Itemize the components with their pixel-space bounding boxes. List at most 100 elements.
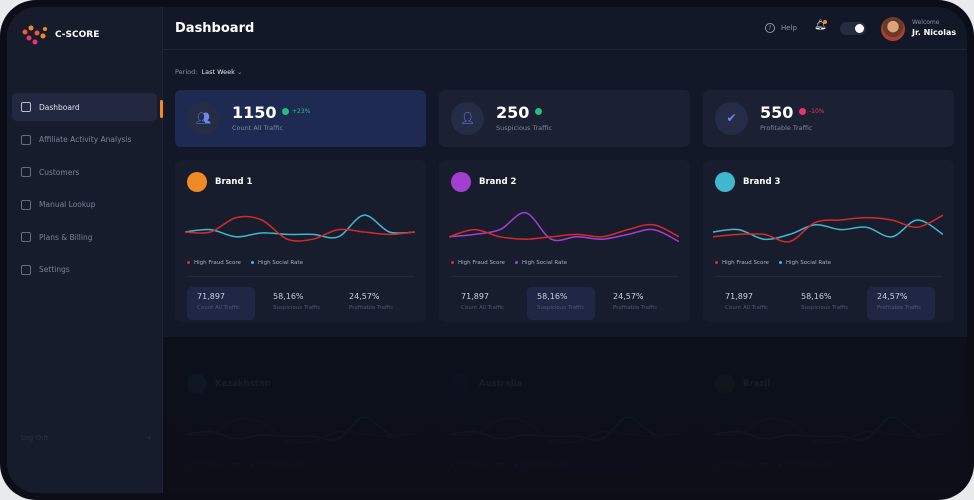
- header: Dashboard ? Help 🔔︎ Welcome Jr. Nicolas: [163, 7, 967, 50]
- card-title: Brand 1: [215, 177, 253, 187]
- users-icon: 👥︎: [187, 102, 220, 135]
- legend-social: High Social Rate: [250, 260, 303, 266]
- brand-stat[interactable]: 24,57% Profitable Traffic: [339, 287, 407, 320]
- logo-text: C-SCORE: [55, 30, 100, 40]
- brand-stats: 71,897 Count All Traffic 58,16% Suspicious …: [451, 287, 671, 320]
- sidebar-item-label: Manual Lookup: [39, 200, 96, 209]
- notification-dot: [823, 20, 827, 24]
- stat-value: 1150: [232, 103, 277, 122]
- stat-label: Count All Traffic: [232, 124, 284, 132]
- brand-stat-value: 71,897: [197, 292, 225, 301]
- divider: [187, 276, 414, 277]
- sidebar-item-dashboard[interactable]: Dashboard: [12, 93, 157, 121]
- brand-stat-value: 58,16%: [537, 292, 568, 301]
- period-value: Last Week: [201, 68, 235, 76]
- sidebar-item-label: Affiliate Activity Analysis: [39, 135, 132, 144]
- line-chart: [185, 214, 415, 242]
- brand-stat[interactable]: 58,16% Suspicious Traffic: [527, 287, 595, 320]
- avatar[interactable]: [881, 17, 905, 41]
- brand-stat-label: Profitable Traffic: [877, 305, 922, 311]
- brand-stat[interactable]: 24,57% Profitable Traffic: [867, 287, 935, 320]
- brand-stat[interactable]: 24,57% Profitable Traffic: [603, 287, 671, 320]
- brand-stat-value: 58,16%: [273, 292, 304, 301]
- period-label: Period:: [175, 68, 198, 76]
- trend-up-icon: [282, 108, 289, 115]
- brand-stat-value: 24,57%: [877, 292, 908, 301]
- theme-toggle[interactable]: [840, 22, 866, 35]
- brand-card[interactable]: Brand 3 High Fraud Score High Social Rate 7…: [703, 160, 954, 322]
- period-select[interactable]: Period: Last Week ⌄: [175, 68, 242, 76]
- active-indicator: [160, 100, 163, 118]
- divider: [451, 276, 678, 277]
- brand-stat-value: 71,897: [725, 292, 753, 301]
- stat-value: 250: [496, 103, 530, 122]
- sidebar-item-affiliate-activity-analysis[interactable]: Affiliate Activity Analysis: [12, 126, 157, 154]
- stat-change: -10%: [799, 108, 825, 115]
- sidebar-item-customers[interactable]: Customers: [12, 158, 157, 186]
- brand-stat-value: 58,16%: [801, 292, 832, 301]
- brand-stat[interactable]: 58,16% Suspicious Traffic: [263, 287, 331, 320]
- brand-stat-value: 24,57%: [613, 292, 644, 301]
- legend-fraud: High Fraud Score: [451, 260, 505, 266]
- legend-social: High Social Rate: [514, 260, 567, 266]
- brand-stat-label: Suspicious Traffic: [273, 305, 321, 311]
- brand-stat-label: Profitable Traffic: [349, 305, 394, 311]
- line-chart: [713, 214, 943, 243]
- brand-stat[interactable]: 71,897 Count All Traffic: [187, 287, 255, 320]
- stat-change-text: +23%: [292, 108, 311, 115]
- logo-icon: [22, 25, 47, 45]
- legend-fraud: High Fraud Score: [187, 260, 241, 266]
- trend-up-icon: [535, 108, 542, 115]
- bell-icon[interactable]: 🔔︎: [814, 20, 827, 31]
- series-fraud: [713, 214, 943, 243]
- legend-social: High Social Rate: [778, 260, 831, 266]
- brand-stats: 71,897 Count All Traffic 58,16% Suspicious …: [715, 287, 935, 320]
- document-icon: [21, 199, 31, 210]
- brand-stat[interactable]: 71,897 Count All Traffic: [715, 287, 783, 320]
- stat-card[interactable]: 👤︎ 250 Suspicious Traffic: [439, 90, 690, 147]
- stat-change: [535, 108, 545, 115]
- chart-legend: High Fraud Score High Social Rate: [715, 260, 831, 266]
- sidebar-item-label: Customers: [39, 167, 80, 177]
- logo[interactable]: C-SCORE: [21, 24, 99, 46]
- brand-card[interactable]: Brand 2 High Fraud Score High Social Rate 7…: [439, 160, 690, 322]
- smile-icon: [21, 167, 31, 177]
- stat-card[interactable]: ✔︎ 550 -10% Profitable Traffic: [703, 90, 954, 147]
- legend-fraud: High Fraud Score: [715, 260, 769, 266]
- brand-stat[interactable]: 58,16% Suspicious Traffic: [791, 287, 859, 320]
- help-button[interactable]: ? Help: [765, 23, 797, 33]
- sidebar-item-plans-billing[interactable]: Plans & Billing: [12, 223, 157, 251]
- series-social: [713, 219, 943, 241]
- main: Dashboard ? Help 🔔︎ Welcome Jr. Nicolas P…: [163, 7, 967, 493]
- welcome-text: Welcome: [912, 19, 940, 26]
- gear-icon: [21, 264, 31, 275]
- brand-icon: [451, 172, 471, 192]
- page-title: Dashboard: [175, 21, 255, 36]
- brand-card[interactable]: Brand 1 High Fraud Score High Social Rate 7…: [175, 160, 426, 322]
- sidebar: C-SCORE Dashboard Affiliate Activity Anal…: [7, 7, 163, 493]
- sidebar-item-manual-lookup[interactable]: Manual Lookup: [12, 191, 157, 219]
- card-title: Brand 3: [743, 177, 781, 187]
- brand-stat-label: Suspicious Traffic: [801, 305, 849, 311]
- divider: [715, 276, 942, 277]
- chart-legend: High Fraud Score High Social Rate: [451, 260, 567, 266]
- stat-change: +23%: [282, 108, 310, 115]
- series-social: [449, 212, 679, 243]
- stat-card[interactable]: 👥︎ 1150 +23% Count All Traffic: [175, 90, 426, 147]
- brand-stat[interactable]: 71,897 Count All Traffic: [451, 287, 519, 320]
- sidebar-item-label: Plans & Billing: [39, 232, 93, 242]
- sidebar-item-label: Settings: [39, 265, 70, 274]
- chart-legend: High Fraud Score High Social Rate: [187, 260, 303, 266]
- stat-value: 550: [760, 103, 794, 122]
- line-chart: [449, 212, 679, 243]
- sidebar-item-settings[interactable]: Settings: [12, 256, 157, 284]
- logout-button[interactable]: Log Out →: [21, 434, 151, 442]
- brand-stat-label: Count All Traffic: [461, 305, 505, 311]
- brand-stat-label: Count All Traffic: [725, 305, 769, 311]
- logout-label: Log Out: [21, 434, 49, 442]
- stat-label: Suspicious Traffic: [496, 124, 553, 132]
- user-name: Jr. Nicolas: [912, 28, 957, 37]
- users-icon: ✔︎: [715, 102, 748, 135]
- brand-stat-label: Profitable Traffic: [613, 305, 658, 311]
